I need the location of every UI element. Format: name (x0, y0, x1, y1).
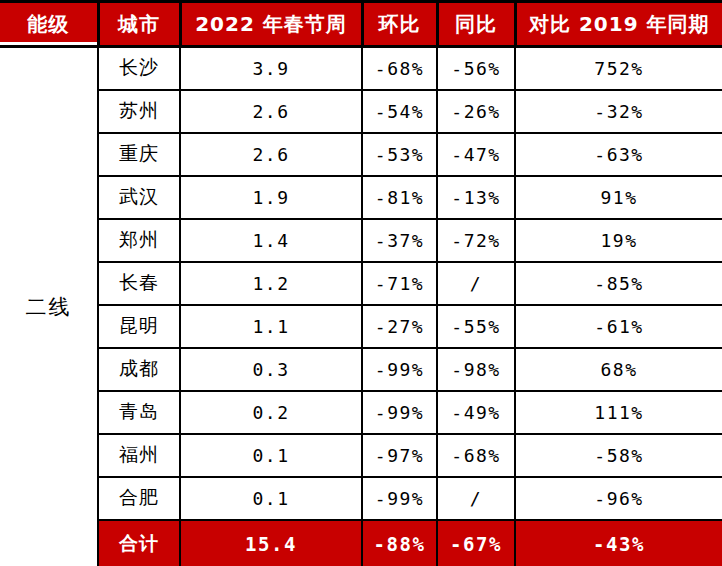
total-row: 合计 15.4 -88% -67% -43% (0, 520, 722, 566)
week-cell: 3.9 (180, 47, 362, 90)
mom-cell: -53% (362, 133, 437, 176)
city-cell: 郑州 (98, 219, 180, 262)
header-vs2019: 对比 2019 年同期 (515, 2, 722, 47)
vs2019-cell: 68% (515, 348, 722, 391)
mom-cell: -97% (362, 434, 437, 477)
vs2019-cell: 19% (515, 219, 722, 262)
header-city: 城市 (98, 2, 180, 47)
yoy-cell: -98% (437, 348, 515, 391)
vs2019-cell: -58% (515, 434, 722, 477)
yoy-cell: -47% (437, 133, 515, 176)
table-row: 青岛 0.2 -99% -49% 111% (0, 391, 722, 434)
header-tier: 能级 (0, 2, 98, 47)
table-row: 长春 1.2 -71% / -85% (0, 262, 722, 305)
city-cell: 昆明 (98, 305, 180, 348)
tier-merged-cell: 二线 (0, 47, 98, 566)
city-cell: 武汉 (98, 176, 180, 219)
week-cell: 0.2 (180, 391, 362, 434)
mom-cell: -54% (362, 90, 437, 133)
week-cell: 0.3 (180, 348, 362, 391)
mom-cell: -99% (362, 348, 437, 391)
vs2019-cell: 111% (515, 391, 722, 434)
total-week-cell: 15.4 (180, 520, 362, 566)
yoy-cell: -68% (437, 434, 515, 477)
table-row: 苏州 2.6 -54% -26% -32% (0, 90, 722, 133)
week-cell: 0.1 (180, 434, 362, 477)
table-row: 郑州 1.4 -37% -72% 19% (0, 219, 722, 262)
header-mom: 环比 (362, 2, 437, 47)
week-cell: 1.2 (180, 262, 362, 305)
total-vs2019-cell: -43% (515, 520, 722, 566)
table-row: 二线 长沙 3.9 -68% -56% 752% (0, 47, 722, 90)
vs2019-cell: -96% (515, 477, 722, 520)
header-yoy: 同比 (437, 2, 515, 47)
city-cell: 成都 (98, 348, 180, 391)
table-row: 成都 0.3 -99% -98% 68% (0, 348, 722, 391)
yoy-cell: -13% (437, 176, 515, 219)
week-cell: 2.6 (180, 133, 362, 176)
city-cell: 长春 (98, 262, 180, 305)
table-row: 重庆 2.6 -53% -47% -63% (0, 133, 722, 176)
yoy-cell: / (437, 262, 515, 305)
yoy-cell: -72% (437, 219, 515, 262)
mom-cell: -68% (362, 47, 437, 90)
vs2019-cell: -85% (515, 262, 722, 305)
city-cell: 长沙 (98, 47, 180, 90)
vs2019-cell: -32% (515, 90, 722, 133)
city-cell: 合肥 (98, 477, 180, 520)
mom-cell: -37% (362, 219, 437, 262)
table-row: 合肥 0.1 -99% / -96% (0, 477, 722, 520)
week-cell: 2.6 (180, 90, 362, 133)
mom-cell: -99% (362, 391, 437, 434)
city-cell: 苏州 (98, 90, 180, 133)
city-cell: 福州 (98, 434, 180, 477)
vs2019-cell: 752% (515, 47, 722, 90)
header-week: 2022 年春节周 (180, 2, 362, 47)
yoy-cell: / (437, 477, 515, 520)
mom-cell: -27% (362, 305, 437, 348)
table-row: 福州 0.1 -97% -68% -58% (0, 434, 722, 477)
city-data-table: 能级 城市 2022 年春节周 环比 同比 对比 2019 年同期 二线 长沙 … (0, 0, 722, 566)
week-cell: 1.4 (180, 219, 362, 262)
week-cell: 1.9 (180, 176, 362, 219)
week-cell: 0.1 (180, 477, 362, 520)
yoy-cell: -56% (437, 47, 515, 90)
city-cell: 重庆 (98, 133, 180, 176)
vs2019-cell: 91% (515, 176, 722, 219)
table-row: 武汉 1.9 -81% -13% 91% (0, 176, 722, 219)
mom-cell: -81% (362, 176, 437, 219)
total-yoy-cell: -67% (437, 520, 515, 566)
table-row: 昆明 1.1 -27% -55% -61% (0, 305, 722, 348)
city-cell: 青岛 (98, 391, 180, 434)
week-cell: 1.1 (180, 305, 362, 348)
yoy-cell: -26% (437, 90, 515, 133)
header-row: 能级 城市 2022 年春节周 环比 同比 对比 2019 年同期 (0, 2, 722, 47)
table-screenshot: 能级 城市 2022 年春节周 环比 同比 对比 2019 年同期 二线 长沙 … (0, 0, 722, 566)
yoy-cell: -49% (437, 391, 515, 434)
total-label-cell: 合计 (98, 520, 180, 566)
total-mom-cell: -88% (362, 520, 437, 566)
vs2019-cell: -63% (515, 133, 722, 176)
mom-cell: -99% (362, 477, 437, 520)
vs2019-cell: -61% (515, 305, 722, 348)
mom-cell: -71% (362, 262, 437, 305)
yoy-cell: -55% (437, 305, 515, 348)
